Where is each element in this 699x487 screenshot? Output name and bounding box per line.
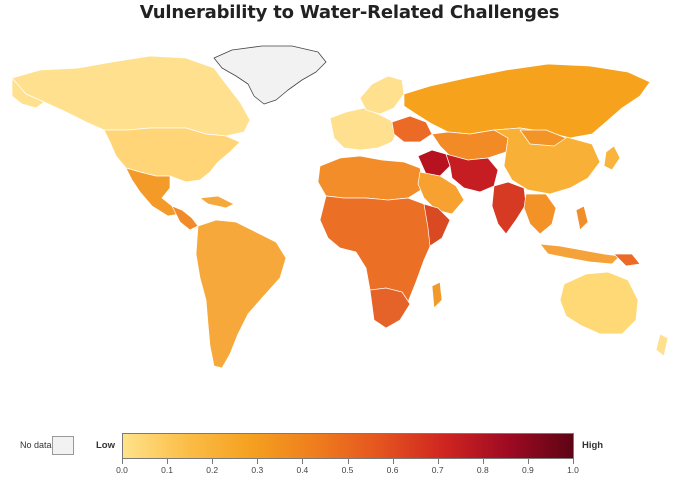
- legend-tick-label: 0.7: [431, 465, 444, 475]
- iran-pakistan-region: [445, 153, 499, 193]
- greenland-region: [213, 45, 327, 105]
- legend-tick-mark: [392, 459, 394, 464]
- eastern-europe-region: [391, 115, 433, 143]
- madagascar-region: [431, 281, 443, 309]
- legend-tick-label: 0.6: [386, 465, 399, 475]
- legend-tick-label: 0.9: [521, 465, 534, 475]
- central-america-region: [171, 205, 199, 231]
- canada-region: [11, 55, 251, 137]
- new-zealand-region: [655, 333, 669, 357]
- india-region: [491, 181, 527, 235]
- legend-tick-mark: [482, 459, 484, 464]
- legend-no-data-swatch: [52, 436, 74, 455]
- legend-tick-label: 0.0: [116, 465, 128, 475]
- legend-low-label: Low: [96, 440, 115, 451]
- papua-new-guinea-region: [613, 253, 641, 267]
- southern-africa-region: [369, 287, 411, 329]
- arabian-peninsula-region: [417, 171, 465, 215]
- southeast-asia-region: [523, 193, 557, 235]
- legend-tick-label: 0.3: [251, 465, 264, 475]
- russia-region: [403, 63, 651, 139]
- south-america-region: [195, 219, 287, 369]
- legend-tick-mark: [437, 459, 439, 464]
- legend-tick-mark: [122, 459, 123, 464]
- legend-tick-label: 0.5: [341, 465, 354, 475]
- indonesia-region: [539, 243, 621, 265]
- caribbean-region: [199, 195, 235, 209]
- middle-east-region: [417, 149, 451, 177]
- western-europe-region: [329, 107, 399, 151]
- legend-tick-label: 0.4: [296, 465, 309, 475]
- legend-tick-mark: [212, 459, 214, 464]
- philippines-region: [575, 205, 589, 231]
- scandinavia-region: [359, 75, 405, 115]
- mongolia-region: [519, 129, 567, 147]
- legend-tick-mark: [527, 459, 529, 464]
- legend-tick-mark: [167, 459, 169, 464]
- world-choropleth-map: [11, 45, 669, 369]
- australia-region: [559, 271, 639, 335]
- north-africa-region: [317, 155, 425, 201]
- legend-tick-mark: [257, 459, 259, 464]
- legend-tick-label: 1.0: [567, 465, 579, 475]
- legend-tick-mark: [347, 459, 349, 464]
- horn-of-africa-region: [423, 203, 451, 247]
- legend-high-label: High: [582, 440, 604, 451]
- legend-tick-mark: [302, 459, 304, 464]
- legend-color-scale: [122, 433, 574, 459]
- legend-tick-label: 0.8: [476, 465, 489, 475]
- legend-tick-label: 0.1: [161, 465, 173, 475]
- alaska-region: [11, 77, 45, 109]
- legend-no-data-label: No data: [20, 440, 52, 450]
- united-states-region: [103, 127, 241, 183]
- map-title: Vulnerability to Water-Related Challenge…: [139, 2, 560, 23]
- japan-region: [603, 145, 621, 171]
- legend-tick-mark: [573, 459, 574, 464]
- legend-tick-label: 0.2: [206, 465, 219, 475]
